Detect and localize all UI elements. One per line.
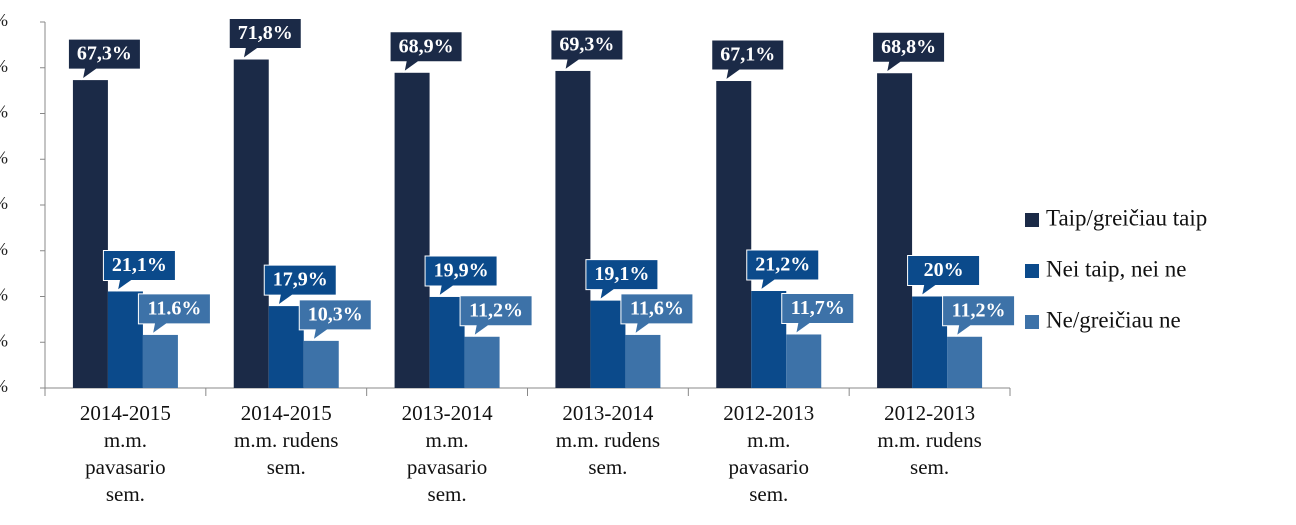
data-label: 21,1% — [112, 254, 167, 276]
label-callout — [389, 31, 463, 73]
label-callout — [102, 249, 176, 292]
bar — [464, 336, 500, 388]
legend-swatch — [1025, 315, 1039, 329]
data-label: 17,9% — [273, 269, 328, 291]
label-callout — [67, 38, 141, 81]
bar — [233, 59, 269, 388]
label-callout — [137, 293, 211, 336]
y-tick-label: 80% — [0, 10, 8, 30]
label-callout — [872, 31, 946, 74]
label-callout — [781, 292, 855, 335]
bar — [303, 340, 339, 388]
x-tick-label: 2013-2014 m.m. pavasario sem. — [401, 401, 493, 506]
y-tick-label: 40% — [0, 193, 8, 213]
bar — [555, 70, 591, 388]
data-label: 71,8% — [238, 22, 293, 44]
data-label: 11,7% — [791, 297, 845, 319]
label-callout — [424, 255, 498, 298]
data-label: 11,2% — [952, 299, 1006, 321]
bar — [716, 81, 752, 388]
x-tick-label: 2014-2015 m.m. rudens sem. — [234, 401, 339, 479]
data-label: 21,2% — [755, 254, 810, 276]
data-label: 10,3% — [308, 303, 363, 325]
bar — [877, 73, 913, 389]
y-tick-label: 20% — [0, 285, 8, 305]
label-callout — [228, 18, 302, 60]
data-label: 67,3% — [77, 43, 132, 65]
bar — [107, 291, 143, 388]
y-tick-label: 60% — [0, 102, 8, 122]
y-tick-label: 10% — [0, 330, 8, 350]
legend-label: Taip/greičiau taip — [1046, 205, 1207, 230]
x-tick-label: 2013-2014 m.m. rudens sem. — [555, 401, 661, 479]
data-label: 11,2% — [469, 299, 523, 321]
data-label: 11,6% — [630, 298, 684, 320]
x-tick-label: 2014-2015 m.m. pavasario sem. — [79, 401, 171, 506]
data-label: 69,3% — [559, 34, 614, 56]
y-tick-label: 0% — [0, 376, 8, 396]
bar — [625, 334, 661, 388]
label-callout — [585, 259, 659, 301]
bar — [72, 80, 108, 388]
bar — [947, 336, 983, 388]
bar — [429, 296, 465, 388]
label-callout — [907, 255, 981, 297]
data-label: 68,9% — [399, 35, 454, 57]
label-callout — [550, 29, 624, 72]
label-callout — [620, 293, 694, 336]
data-label: 68,8% — [881, 36, 936, 58]
label-callout — [263, 264, 337, 307]
label-callout — [298, 299, 372, 342]
label-callout — [942, 295, 1016, 337]
label-callout — [746, 249, 820, 292]
x-tick-label: 2012-2013 m.m. rudens sem. — [877, 401, 982, 479]
x-tick-label: 2012-2013 m.m. pavasario sem. — [723, 401, 815, 506]
legend-label: Ne/greičiau ne — [1046, 307, 1181, 332]
bar — [786, 334, 822, 388]
legend-swatch — [1025, 213, 1039, 227]
label-callout — [459, 295, 533, 337]
y-tick-label: 30% — [0, 239, 8, 259]
data-label: 11.6% — [147, 298, 201, 320]
bar — [751, 291, 787, 388]
data-label: 19,9% — [434, 260, 489, 282]
data-label: 19,1% — [594, 263, 649, 285]
bar — [394, 72, 430, 388]
bar — [268, 306, 304, 388]
y-tick-label: 50% — [0, 147, 8, 167]
bar — [590, 300, 626, 388]
legend-label: Nei taip, nei ne — [1046, 256, 1187, 281]
bar — [142, 334, 178, 388]
bar — [912, 296, 948, 388]
data-label: 20% — [924, 259, 964, 281]
label-callout — [711, 39, 785, 82]
data-label: 67,1% — [720, 44, 775, 66]
legend-swatch — [1025, 264, 1039, 278]
y-tick-label: 70% — [0, 56, 8, 76]
